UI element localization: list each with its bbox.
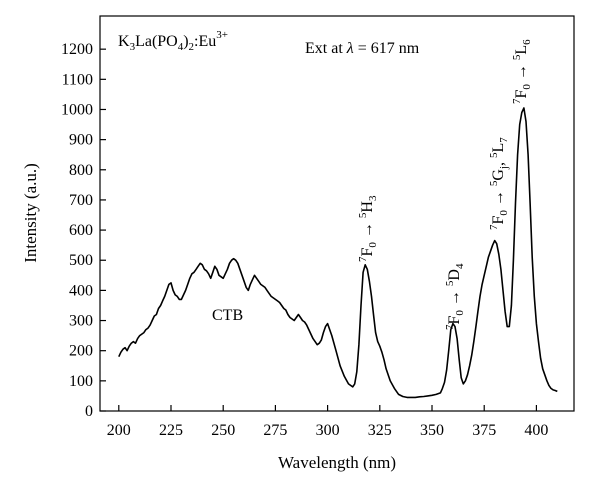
y-tick-label: 600 (69, 222, 93, 239)
transition-label-d4: 7F0 → 5D4 (444, 263, 466, 330)
ctb-label: CTB (212, 307, 243, 324)
x-tick-label: 400 (524, 422, 548, 439)
y-tick-label: 0 (85, 403, 93, 420)
y-tick-label: 1000 (61, 101, 93, 118)
x-tick-label: 200 (107, 422, 131, 439)
axis-ticks (100, 48, 538, 412)
y-tick-label: 900 (69, 132, 93, 149)
y-tick-label: 700 (69, 192, 93, 209)
x-tick-label: 375 (472, 422, 496, 439)
y-tick-label: 1100 (62, 71, 93, 88)
x-tick-label: 225 (159, 422, 183, 439)
x-tick-label: 325 (368, 422, 392, 439)
excitation-wavelength-label: Ext at λ = 617 nm (305, 40, 420, 57)
y-tick-label: 100 (69, 373, 93, 390)
x-tick-label: 275 (263, 422, 287, 439)
x-axis-title: Wavelength (nm) (278, 453, 396, 472)
y-tick-label: 1200 (61, 41, 93, 58)
plot-frame (99, 15, 575, 412)
y-tick-label: 200 (69, 343, 93, 360)
x-tick-label: 300 (316, 422, 340, 439)
y-axis-title: Intensity (a.u.) (21, 163, 40, 263)
y-tick-label: 400 (69, 282, 93, 299)
y-tick-label: 300 (69, 313, 93, 330)
plot-area-border (99, 15, 575, 412)
x-tick-label: 350 (420, 422, 444, 439)
y-tick-label: 800 (69, 162, 93, 179)
transition-label-h3: 7F0 → 5H3 (357, 195, 379, 262)
axis-tick-labels: 200 225 250 275 300 325 350 375 400 0 100 200 300 400… (61, 41, 548, 439)
series-line (118, 107, 558, 399)
compound-label: K3La(PO4)2:Eu3+ (118, 29, 228, 53)
x-tick-label: 250 (211, 422, 235, 439)
y-tick-label: 500 (69, 252, 93, 269)
transition-label-gj-l7: 7F0 → 5Gj, 5L7 (488, 137, 510, 230)
transition-label-l6: 7F0 → 5L6 (511, 39, 533, 104)
